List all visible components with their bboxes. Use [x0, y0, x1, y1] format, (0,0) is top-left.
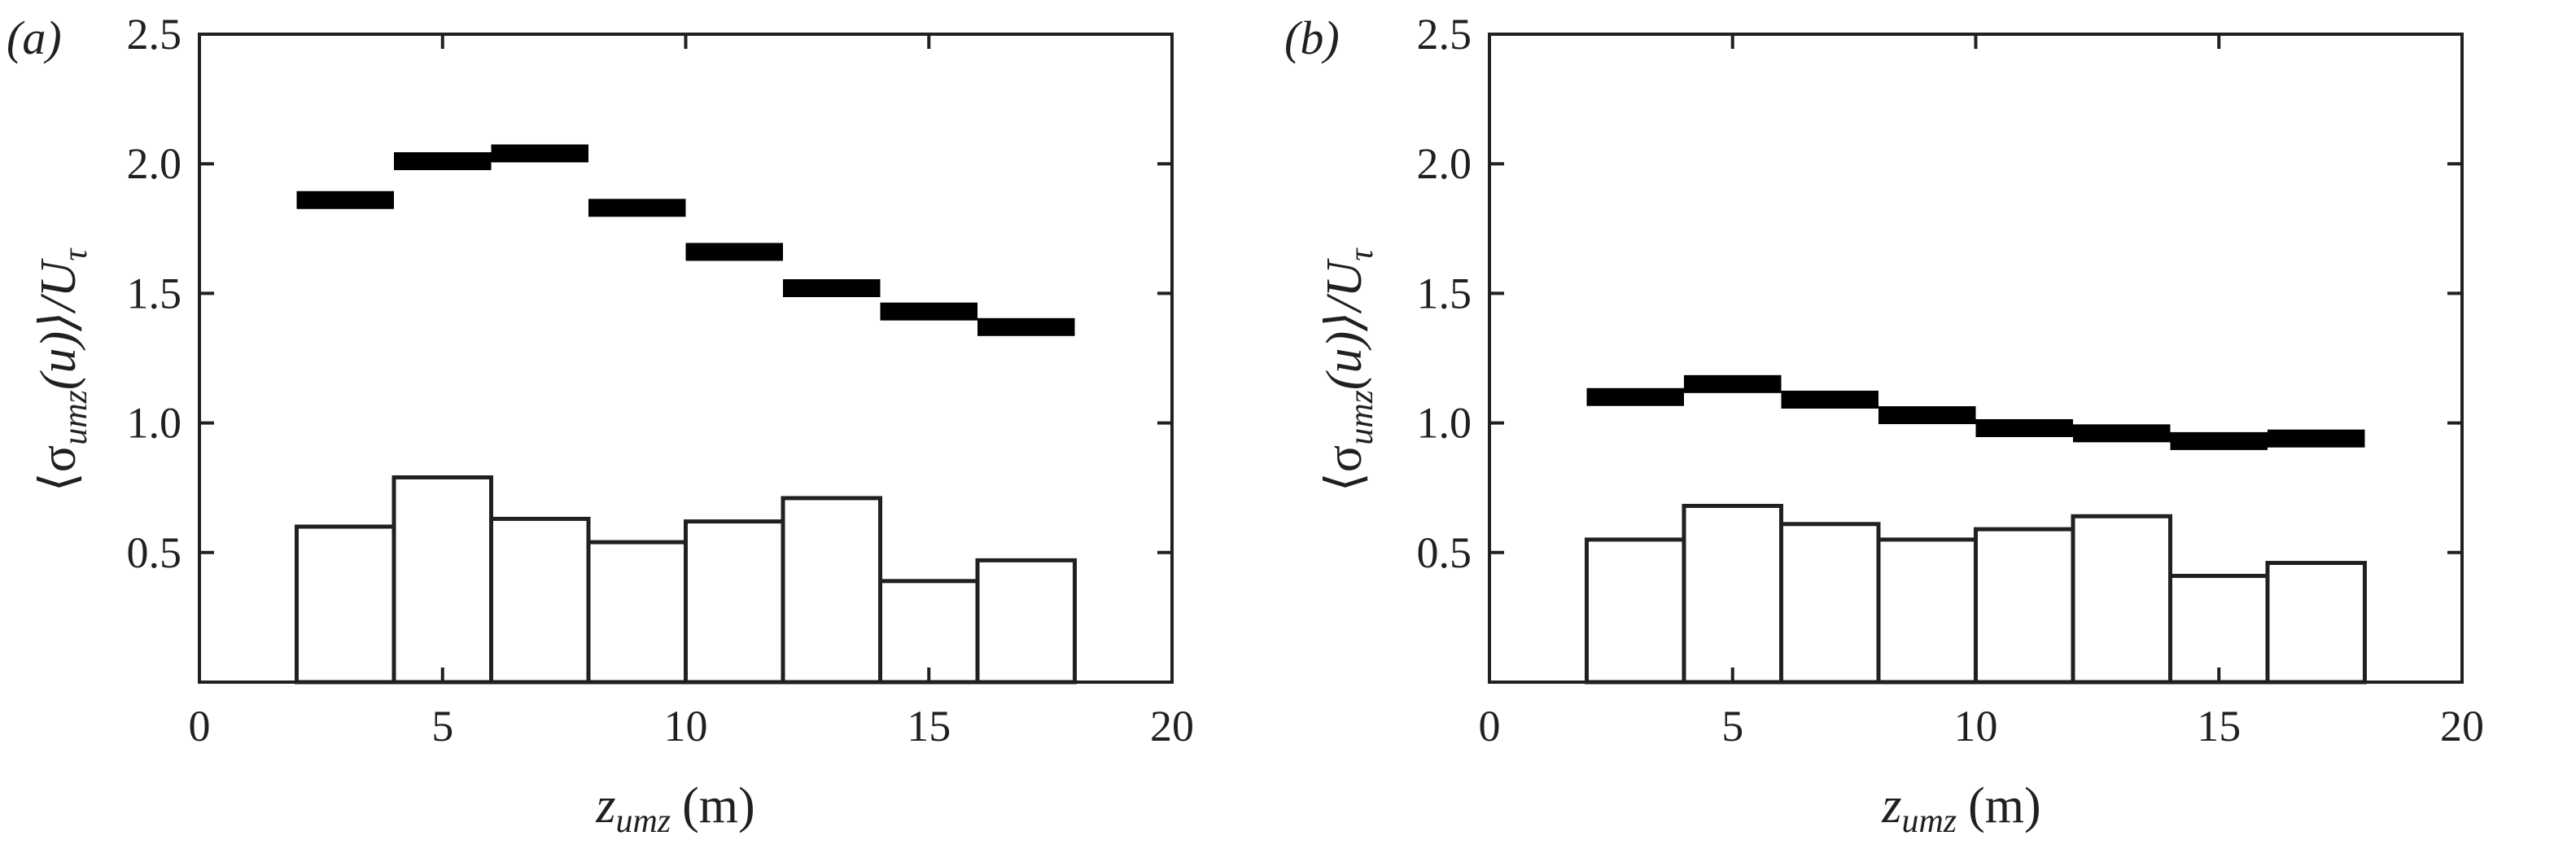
x-tick-label: 0	[1479, 702, 1501, 751]
x-axis-title: zumz (m)	[1881, 778, 2040, 840]
panel-label: (a)	[7, 11, 62, 64]
bar	[1682, 503, 1783, 685]
y-axis-title-arg: (u)⟩/U	[31, 257, 86, 390]
x-tick-label: 0	[189, 702, 211, 751]
mean-marker	[1975, 418, 2073, 437]
x-axis-title: zumz (m)	[595, 778, 754, 840]
y-tick-label: 0.5	[127, 528, 182, 577]
x-tick-label: 10	[664, 702, 708, 751]
x-axis-title-unit: (m)	[1968, 778, 2041, 834]
bar	[1876, 537, 1978, 685]
y-axis-title-open: ⟨σ	[1317, 445, 1372, 492]
bar	[2071, 514, 2172, 685]
bar	[878, 579, 980, 685]
mean-marker	[491, 144, 588, 163]
x-axis-title-sub: umz	[615, 803, 671, 840]
x-axis-title-main: z	[595, 778, 615, 834]
bar	[1585, 537, 1686, 685]
y-axis-title-open: ⟨σ	[31, 445, 86, 492]
mean-marker	[880, 302, 977, 321]
mean-marker	[977, 317, 1075, 336]
mean-marker	[1781, 390, 1878, 409]
y-tick-label: 0.5	[1417, 528, 1472, 577]
mean-marker	[685, 243, 783, 261]
mean-marker	[588, 199, 686, 217]
mean-marker	[2170, 431, 2268, 450]
bar	[586, 540, 688, 685]
y-tick-label: 1.0	[1417, 399, 1472, 448]
bar	[489, 516, 591, 685]
y-axis-title-sub: umz	[57, 390, 94, 445]
y-axis-title-tau: τ	[1343, 247, 1380, 261]
mean-marker	[1878, 406, 1976, 425]
bar	[295, 524, 396, 685]
mean-marker	[394, 152, 492, 171]
x-tick-label: 20	[2440, 702, 2484, 751]
panel-b: (b) ⟨σumz(u)⟩/Uτ zumz (m) 0 5 10 15 200.51.01…	[1284, 10, 2484, 840]
mean-marker	[2268, 429, 2365, 448]
y-axis-title: ⟨σumz(u)⟩/Uτ	[1317, 247, 1380, 492]
x-tick-label: 15	[907, 702, 951, 751]
mean-marker	[2073, 424, 2171, 443]
mean-marker	[783, 279, 881, 298]
y-tick-label: 1.0	[127, 399, 182, 448]
y-axis-title: ⟨σumz(u)⟩/Uτ	[31, 247, 94, 492]
x-tick-label: 10	[1954, 702, 1998, 751]
x-axis-title-unit: (m)	[682, 778, 755, 834]
y-axis-title-arg: (u)⟩/U	[1317, 257, 1372, 390]
bar	[781, 496, 882, 685]
bar	[2265, 561, 2367, 685]
bar	[391, 475, 493, 685]
x-tick-label: 20	[1150, 702, 1194, 751]
y-axis-title-tau: τ	[57, 247, 94, 261]
mean-marker	[1684, 374, 1782, 393]
x-tick-label: 5	[431, 702, 453, 751]
x-tick-label: 5	[1721, 702, 1743, 751]
bar	[684, 519, 785, 685]
y-tick-label: 2.5	[1417, 10, 1472, 59]
y-tick-label: 2.0	[127, 139, 182, 188]
y-tick-label: 2.5	[127, 10, 182, 59]
y-tick-label: 2.0	[1417, 139, 1472, 188]
y-tick-label: 1.5	[1417, 269, 1472, 317]
mean-marker	[296, 190, 394, 209]
bar	[975, 558, 1077, 685]
y-axis-title-sub: umz	[1343, 390, 1380, 445]
x-tick-label: 15	[2197, 702, 2241, 751]
bar	[1779, 522, 1881, 685]
bar	[2168, 573, 2270, 685]
bar	[1974, 527, 2075, 685]
y-tick-label: 1.5	[127, 269, 182, 317]
x-axis-title-main: z	[1881, 778, 1901, 834]
panel-a: (a) ⟨σumz(u)⟩/Uτ zumz (m) 0 5 10 15 200.51.01…	[7, 10, 1194, 840]
x-axis-title-sub: umz	[1901, 803, 1957, 840]
panel-label: (b)	[1284, 11, 1340, 64]
mean-marker	[1586, 387, 1684, 406]
